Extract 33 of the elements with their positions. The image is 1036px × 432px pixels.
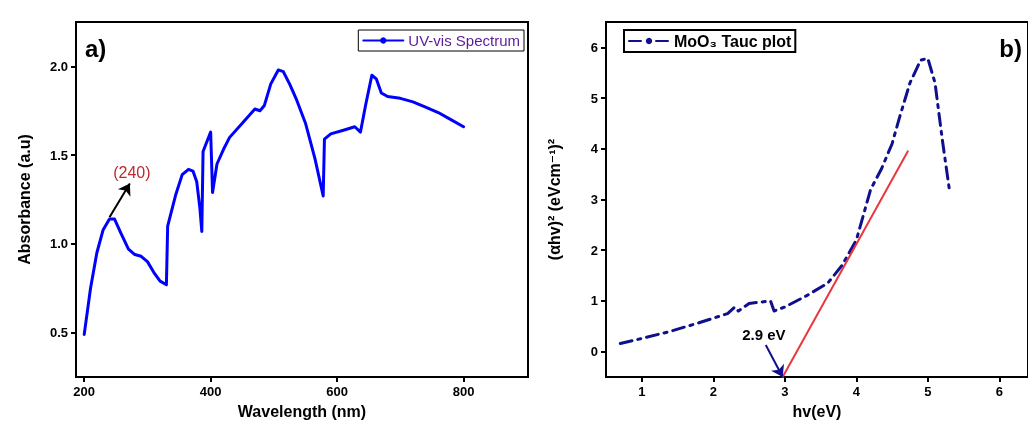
line-series [618, 57, 951, 346]
line-series [82, 68, 466, 336]
annotation: 2.9 eV [742, 325, 786, 343]
y-tick-label: 2 [590, 242, 598, 258]
legend-label: MoO₃ Tauc plot [674, 32, 792, 50]
legend-label: UV-vis Spectrum [408, 32, 521, 49]
y-tick-label: 1.5 [49, 147, 68, 163]
y-tick-label: 5 [590, 90, 598, 106]
annotation: a) [85, 34, 107, 62]
y-tick-label: 2.0 [49, 58, 68, 74]
y-tick-label: 6 [590, 39, 598, 55]
y-tick-label: 1.0 [49, 236, 68, 252]
y-axis-title: (αhv)² (eVcm⁻¹)² [545, 138, 563, 261]
x-tick-label: 4 [852, 384, 861, 399]
y-tick-label: 1 [590, 293, 598, 309]
annotation: (240) [113, 163, 151, 181]
x-tick-label: 1 [638, 384, 646, 399]
x-tick-label: 600 [326, 384, 348, 399]
y-tick-label: 3 [590, 192, 598, 207]
x-axis-title: hv(eV) [792, 402, 842, 420]
x-tick-label: 800 [452, 384, 475, 399]
x-tick-label: 200 [73, 384, 96, 399]
x-tick-label: 5 [924, 384, 932, 399]
y-tick-label: 0 [590, 344, 598, 360]
x-axis-title: Wavelength (nm) [237, 402, 367, 420]
y-axis-title: Absorbance (a.u) [15, 134, 33, 265]
x-tick-label: 6 [995, 384, 1004, 399]
y-tick-label: 0.5 [49, 325, 68, 341]
x-tick-label: 2 [709, 384, 717, 399]
y-tick-label: 4 [590, 141, 599, 157]
x-tick-label: 400 [199, 384, 222, 399]
annotation: b) [999, 34, 1022, 62]
x-tick-label: 3 [781, 384, 789, 399]
